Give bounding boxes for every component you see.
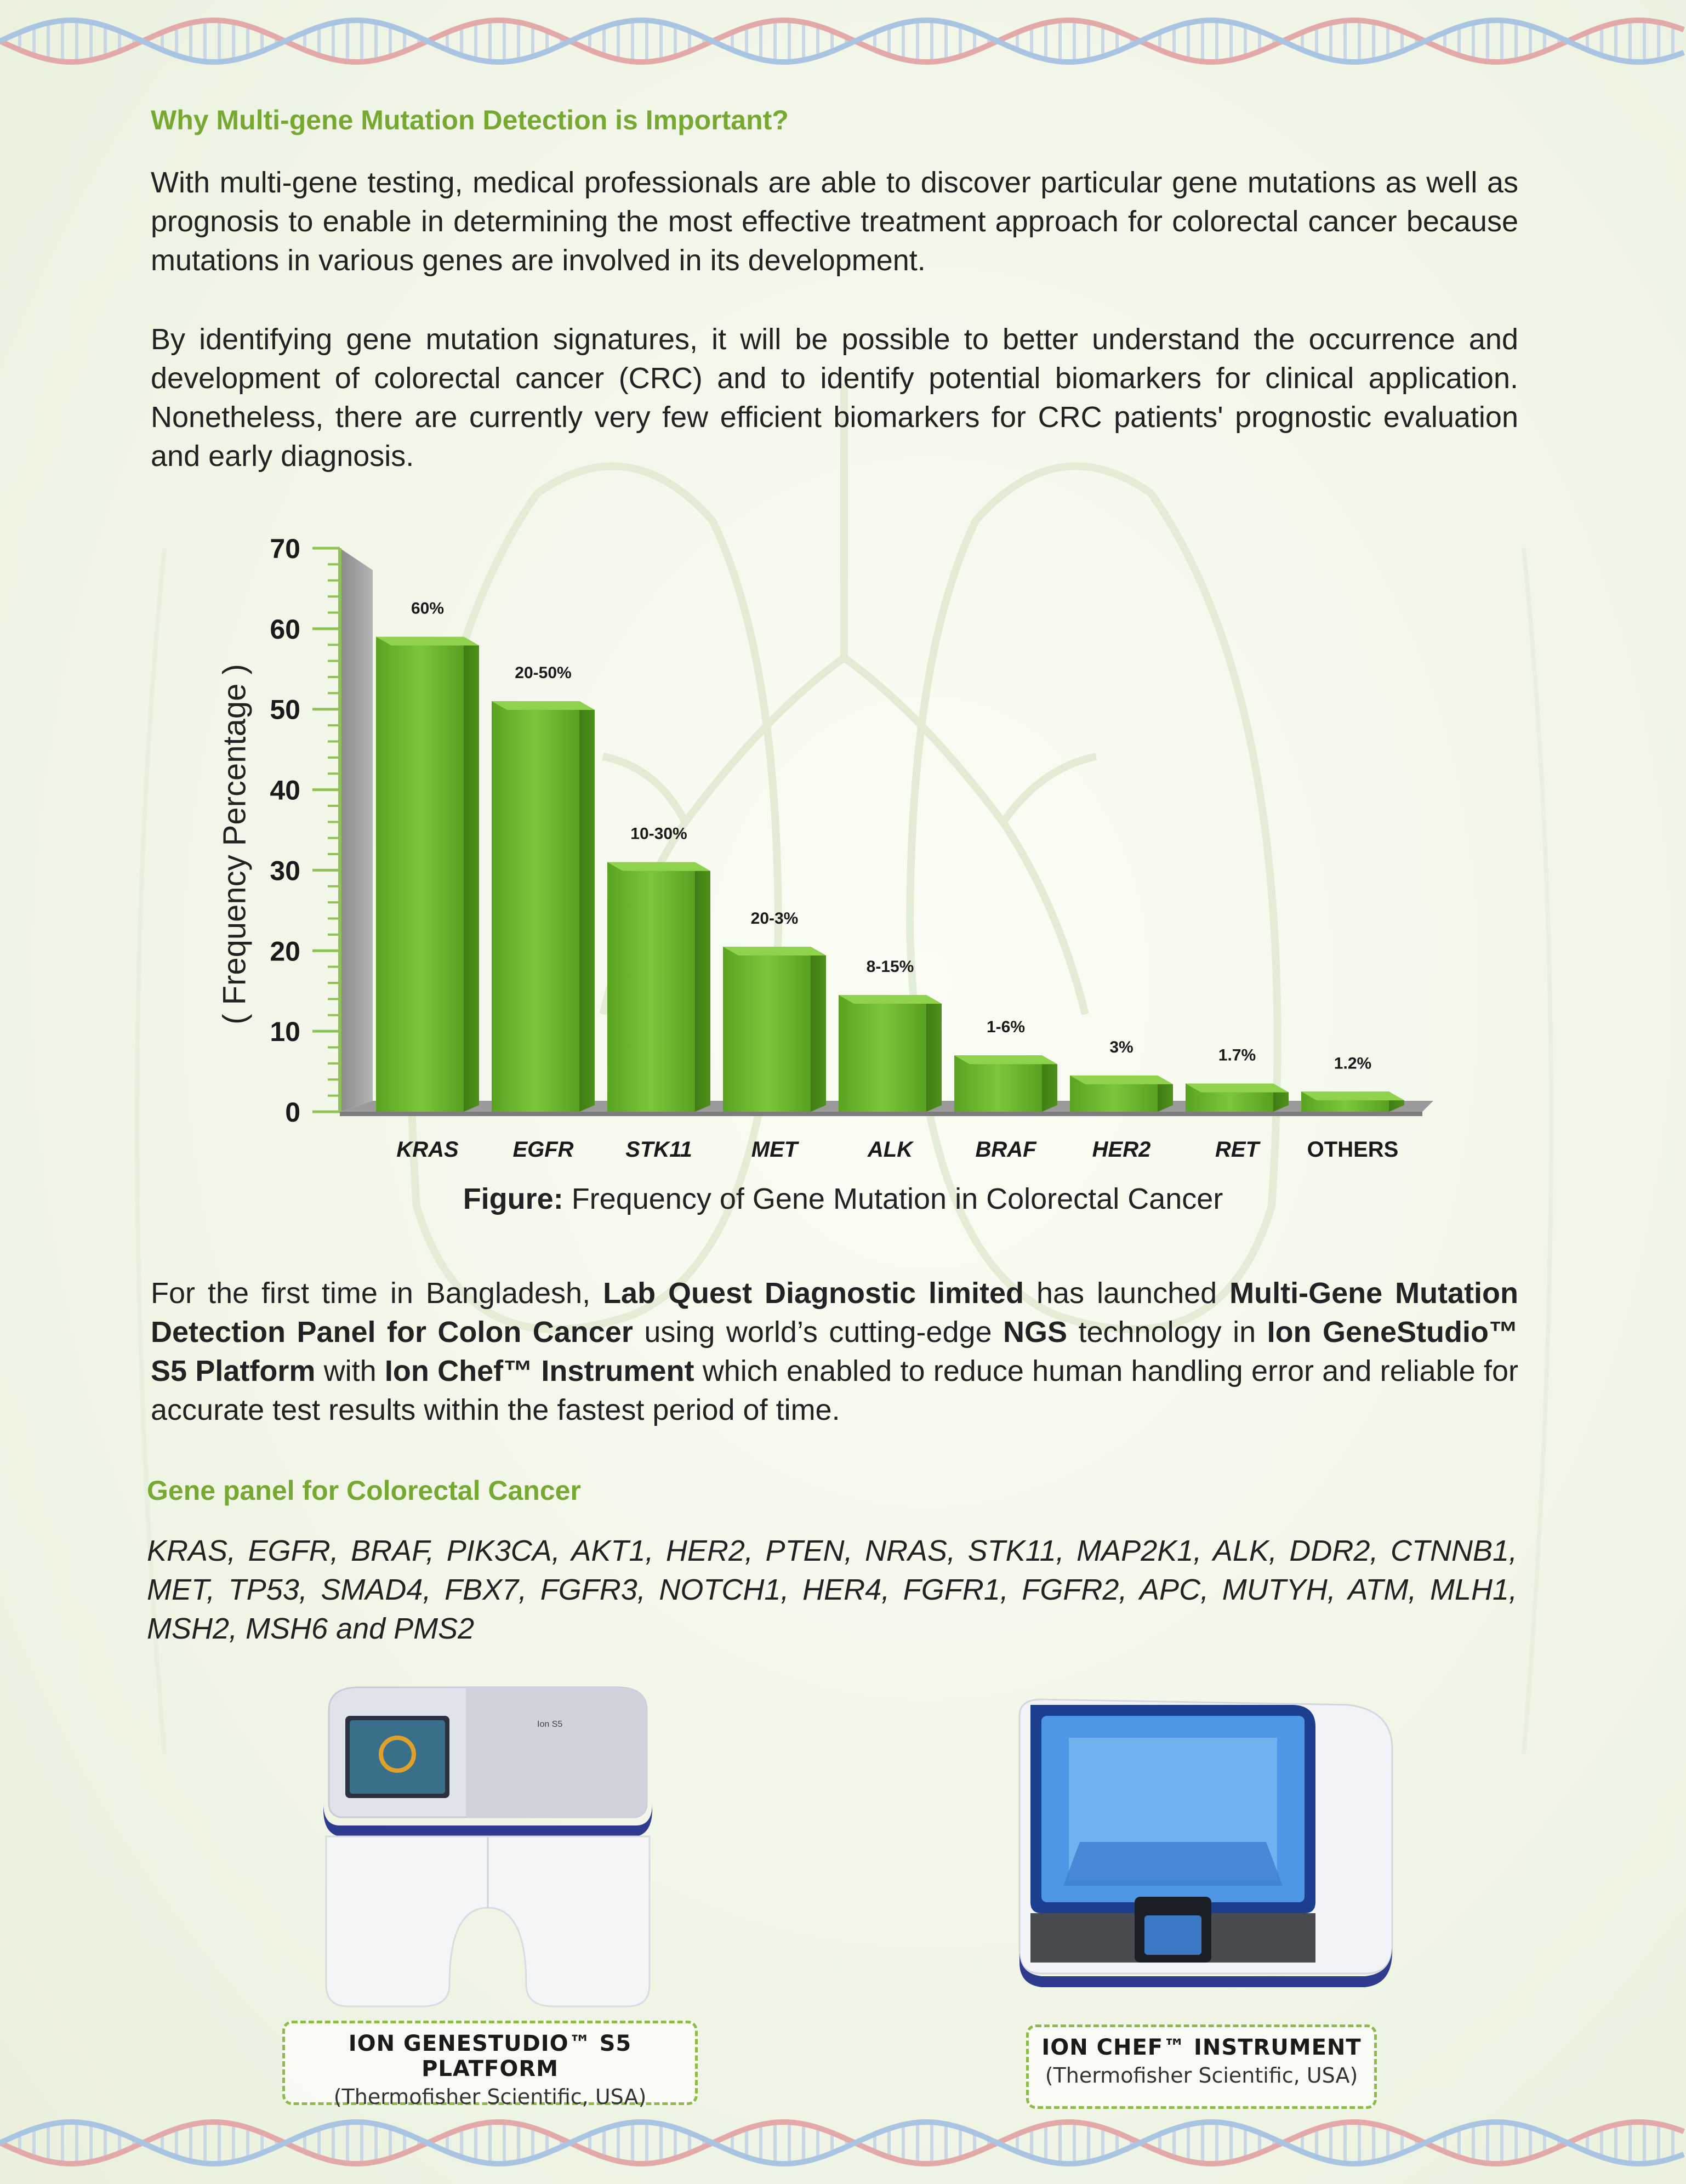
bar-value-label: 20-3% [751, 909, 799, 928]
dna-border-top [0, 17, 1685, 65]
launch-text: technology in [1067, 1316, 1267, 1349]
x-category-label: OTHERS [1307, 1138, 1399, 1162]
bar-top [723, 946, 826, 956]
y-tick-label: 20 [270, 936, 300, 966]
launch-text: with [315, 1355, 385, 1387]
bar-top [1070, 1075, 1173, 1084]
chart-floor-edge [340, 1112, 1422, 1116]
chef-instrument-maker: (Thermofisher Scientific, USA) [1045, 2063, 1358, 2088]
bar-value-label: 8-15% [867, 958, 914, 976]
x-category-label: RET [1215, 1138, 1261, 1162]
bar-side [1158, 1075, 1173, 1112]
s5-screen-text: Ion S5 [537, 1720, 562, 1729]
y-tick-label: 50 [270, 695, 300, 725]
y-tick-label: 70 [270, 533, 300, 564]
s5-platform-label: ION GENESTUDIO™ S5 PLATFORM (Thermofishe… [282, 2021, 698, 2109]
launch-paragraph: For the first time in Bangladesh, Lab Qu… [151, 1274, 1518, 1430]
bar-value-label: 1.7% [1218, 1046, 1256, 1065]
ion-chef-device-image [1018, 1698, 1393, 1987]
panel-name: Multi-Gene Mutation Detection Panel for … [151, 1277, 1519, 1349]
launch-text: has launched [1024, 1277, 1230, 1310]
bar-met [723, 946, 811, 1112]
bar-value-label: 20-50% [515, 664, 571, 682]
bar-top [376, 636, 479, 646]
bar-side [695, 862, 710, 1112]
bar-top [1186, 1083, 1289, 1093]
chef-instrument-label: ION CHEF™ INSTRUMENT (Thermofisher Scien… [1026, 2024, 1377, 2109]
figure-caption: Figure: Frequency of Gene Mutation in Co… [0, 1182, 1686, 1216]
y-tick-label: 30 [270, 855, 300, 886]
y-tick-label: 0 [285, 1097, 300, 1128]
bar-value-label: 10-30% [630, 825, 687, 843]
figure-caption-text: Frequency of Gene Mutation in Colorectal… [563, 1182, 1223, 1215]
x-category-label: EGFR [512, 1138, 573, 1162]
y-tick-label: 10 [270, 1016, 300, 1047]
x-category-label: HER2 [1092, 1138, 1151, 1162]
technology-name: NGS [1003, 1316, 1068, 1349]
bar-alk [839, 995, 926, 1112]
bar-side [926, 995, 942, 1112]
launch-text: using world’s cutting-edge [633, 1316, 1003, 1349]
x-category-label: STK11 [625, 1138, 692, 1162]
intro-paragraph: With multi-gene testing, medical profess… [151, 166, 1518, 277]
bar-value-label: 60% [411, 600, 444, 618]
instrument-name: Ion Chef™ Instrument [384, 1355, 694, 1387]
s5-platform-title: ION GENESTUDIO™ S5 PLATFORM [348, 2031, 632, 2081]
figure-caption-bold: Figure: [463, 1182, 563, 1215]
chart-back-wall [340, 548, 373, 1112]
biomarker-paragraph: By identifying gene mutation signatures,… [151, 323, 1518, 473]
chef-instrument-title: ION CHEF™ INSTRUMENT [1041, 2035, 1362, 2060]
platform-name: Ion GeneStudio™ S5 Platform [151, 1316, 1518, 1387]
bar-side [579, 701, 595, 1112]
gene-panel-heading: Gene panel for Colorectal Cancer [147, 1475, 581, 1506]
ion-s5-device-image: Ion S5 [323, 1686, 652, 2007]
x-category-label: ALK [867, 1138, 914, 1162]
bar-side [1042, 1055, 1057, 1112]
y-axis-label: ( Frequency Percentage ) [217, 664, 253, 1025]
x-category-label: KRAS [396, 1138, 459, 1162]
launch-text: For the first time in Bangladesh, [151, 1277, 603, 1310]
x-category-label: MET [751, 1138, 800, 1162]
bar-side [811, 946, 826, 1112]
launch-text: which enabled to reduce human handling e… [151, 1355, 1518, 1426]
bar-braf [954, 1055, 1042, 1112]
bar-value-label: 1-6% [987, 1018, 1025, 1036]
y-tick-label: 60 [270, 614, 300, 645]
y-tick-label: 40 [270, 775, 300, 806]
dna-border-bottom [0, 2119, 1685, 2167]
bar-top [839, 995, 942, 1004]
bar-value-label: 3% [1109, 1038, 1133, 1056]
bar-value-label: 1.2% [1334, 1054, 1371, 1072]
bar-top [607, 862, 710, 871]
gene-panel-list: KRAS, EGFR, BRAF, PIK3CA, AKT1, HER2, PT… [147, 1534, 1517, 1645]
bar-top [492, 701, 595, 710]
bar-egfr [492, 701, 579, 1112]
company-name: Lab Quest Diagnostic limited [603, 1277, 1024, 1310]
bar-top [954, 1055, 1057, 1065]
bar-side [464, 636, 479, 1112]
bar-stk11 [607, 862, 695, 1112]
s5-platform-maker: (Thermofisher Scientific, USA) [333, 2085, 647, 2109]
x-category-label: BRAF [975, 1138, 1037, 1162]
section-heading-importance: Why Multi-gene Mutation Detection is Imp… [151, 105, 789, 135]
bar-kras [376, 636, 464, 1112]
bar-top [1301, 1091, 1404, 1101]
